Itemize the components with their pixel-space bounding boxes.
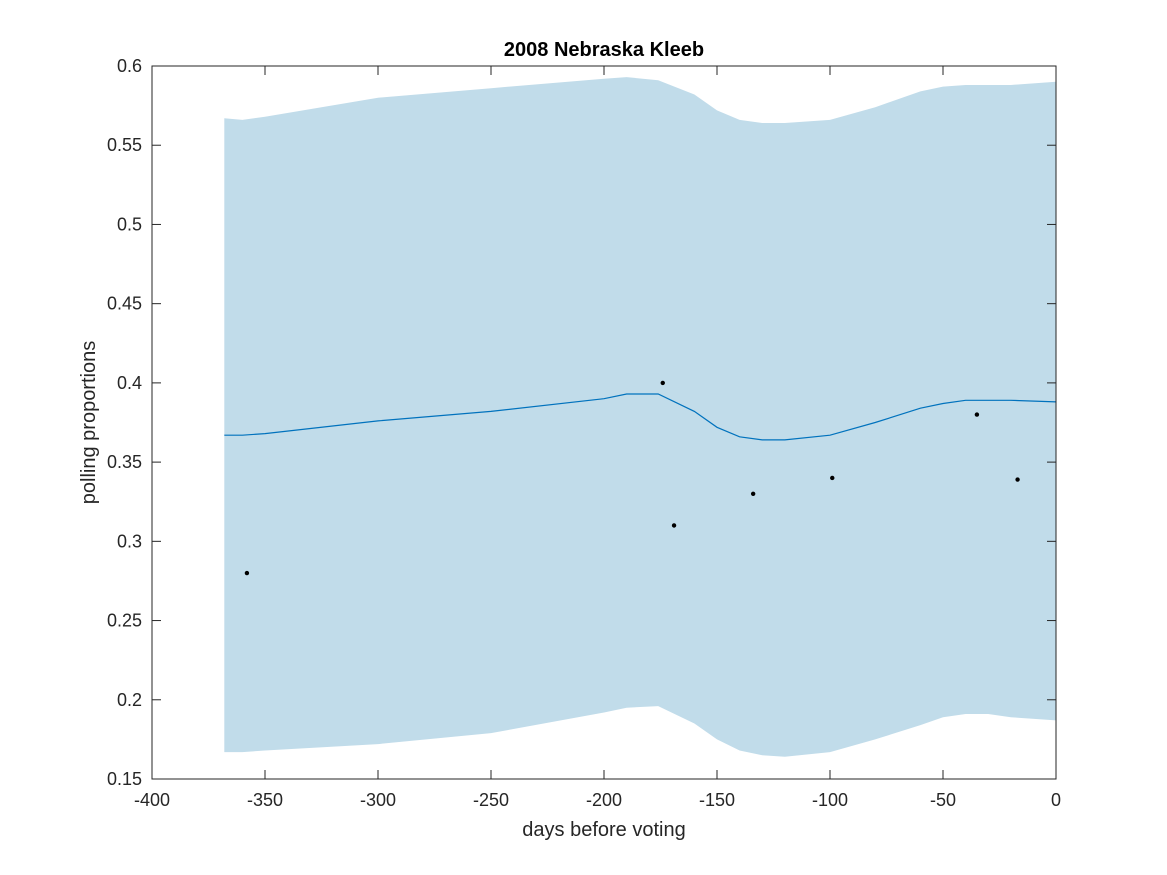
plot-area: -400 -350 -300 -250 -200 -150 -100 -50 0 0.15 0.2… [107, 56, 1061, 810]
confidence-band [224, 77, 1057, 757]
x-tick-label: -150 [699, 790, 735, 810]
poll-point [671, 523, 677, 528]
chart-title: 2008 Nebraska Kleeb [504, 39, 704, 61]
y-tick-label: 0.6 [117, 56, 142, 76]
y-tick-label: 0.5 [117, 214, 142, 234]
x-tick-label: -400 [134, 790, 170, 810]
x-tick-label: -50 [930, 790, 956, 810]
poll-point [244, 570, 250, 576]
x-tick-label: -350 [247, 790, 283, 810]
y-tick-label: 0.35 [107, 452, 142, 472]
poll-point [830, 475, 835, 481]
x-tick-label: -200 [586, 790, 622, 810]
y-tick-label: 0.15 [107, 769, 142, 789]
y-axis-label: polling proportions [78, 341, 100, 504]
y-tick-label: 0.55 [107, 135, 142, 155]
poll-points [244, 380, 1020, 576]
poll-point [974, 412, 980, 417]
y-tick-label: 0.25 [107, 611, 142, 631]
y-tick-label: 0.4 [117, 373, 142, 393]
y-axis-ticks: 0.15 0.2 0.25 0.3 0.35 0.4 0.45 0.5 0.55 0.6 [107, 56, 1056, 789]
x-tick-label: -250 [473, 790, 509, 810]
x-tick-label: -100 [812, 790, 848, 810]
x-axis-label: days before voting [522, 819, 685, 841]
y-tick-label: 0.45 [107, 294, 142, 314]
y-tick-label: 0.3 [117, 531, 142, 551]
mean-line [224, 393, 1057, 441]
x-tick-label: -300 [360, 790, 396, 810]
poll-point [750, 491, 756, 496]
y-tick-label: 0.2 [117, 690, 142, 710]
x-axis-ticks: -400 -350 -300 -250 -200 -150 -100 -50 0 [134, 66, 1061, 810]
x-tick-label: 0 [1051, 790, 1061, 810]
poll-point [660, 380, 665, 386]
poll-point [1015, 477, 1020, 482]
